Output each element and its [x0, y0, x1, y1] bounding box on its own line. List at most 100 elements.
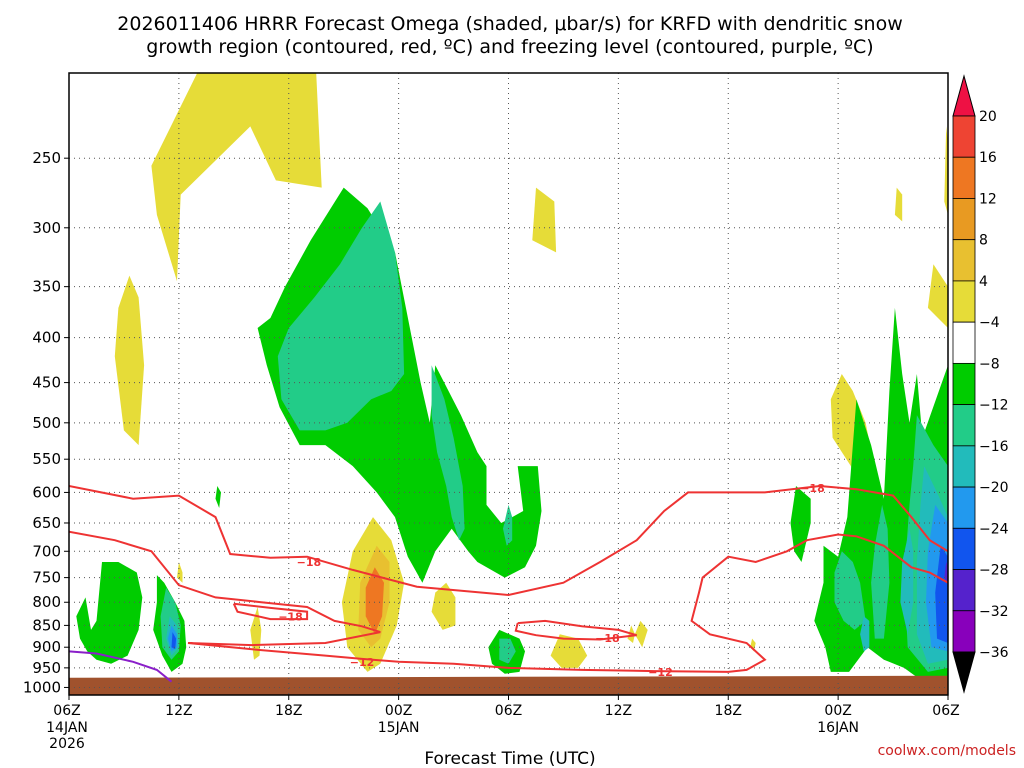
omega-region [634, 620, 648, 648]
omega-region [550, 634, 588, 668]
colorbar: 20 16 12 8 4 −4 −8 −12 −16 −20 −24 −28 −32 −36 [952, 74, 1009, 694]
contour-label: −18 [800, 482, 825, 495]
x-tick-label: 00Z [385, 703, 412, 719]
colorbar-segment [952, 321, 976, 364]
terrain-layer [69, 675, 948, 695]
colorbar-bottom-arrow [952, 651, 976, 694]
y-tick-label: 850 [32, 616, 61, 634]
contour-label: −18 [278, 610, 303, 623]
y-tick-label: 550 [32, 450, 61, 468]
omega-region [215, 486, 221, 508]
y-tick-label: 350 [32, 278, 61, 296]
y-tick-label: 950 [32, 659, 61, 677]
colorbar-segment [952, 445, 976, 488]
colorbar-segment [952, 362, 976, 406]
contour-label: −12 [350, 656, 375, 669]
omega-region [935, 545, 948, 643]
x-tick-label: 12Z [605, 703, 632, 719]
y-tick-label: 400 [32, 329, 61, 347]
x-tick-sublabel: 2026 [49, 736, 85, 752]
colorbar-label: 4 [979, 274, 988, 290]
omega-region [790, 486, 811, 562]
x-tick-label: 18Z [715, 703, 742, 719]
omega-region [894, 187, 903, 222]
chart-title-line2: growth region (contoured, red, ºC) and f… [146, 36, 873, 58]
dgz-contour-line [69, 484, 948, 597]
y-tick-label: 1000 [23, 678, 61, 696]
y-tick-label: 800 [32, 593, 61, 611]
omega-region [171, 632, 177, 650]
contour-layer [69, 484, 948, 683]
credit-text: coolwx.com/models [878, 743, 1016, 759]
omega-region [860, 616, 870, 652]
omega-region [76, 562, 143, 664]
omega-shading-layer [76, 73, 948, 680]
y-tick-label: 500 [32, 414, 61, 432]
y-tick-label: 900 [32, 638, 61, 656]
x-tick-sublabel: 16JAN [817, 720, 859, 736]
colorbar-label: −16 [979, 439, 1009, 455]
dgz-contour-line [514, 619, 637, 641]
omega-region [431, 582, 456, 630]
colorbar-label: −24 [979, 521, 1009, 537]
colorbar-label: 16 [979, 150, 997, 166]
omega-region [385, 592, 399, 612]
x-axis-label: Forecast Time (UTC) [424, 749, 595, 768]
colorbar-segment [952, 115, 976, 158]
y-tick-label: 450 [32, 374, 61, 392]
terrain-band [69, 675, 948, 695]
omega-region [499, 638, 516, 664]
colorbar-label: −4 [979, 315, 1000, 331]
y-tick-label: 700 [32, 542, 61, 560]
omega-region [151, 73, 322, 282]
omega-region [944, 562, 948, 583]
omega-region [944, 126, 948, 215]
chart-title-line1: 2026011406 HRRR Forecast Omega (shaded, … [117, 13, 902, 35]
y-tick-label: 300 [32, 219, 61, 237]
contour-label: −18 [297, 556, 322, 569]
omega-region [900, 528, 914, 635]
omega-region [365, 567, 384, 635]
x-tick-label: 06Z [495, 703, 522, 719]
colorbar-segment [952, 404, 976, 447]
colorbar-label: −12 [979, 398, 1009, 414]
colorbar-label: −36 [979, 645, 1009, 661]
colorbar-top-arrow [952, 74, 976, 117]
colorbar-label: 20 [979, 109, 997, 125]
colorbar-segment [952, 198, 976, 241]
x-tick-label: 00Z [824, 703, 851, 719]
y-axis: 250 300 350 400 450 500 550 600 650 700 750 800 850 9… [23, 149, 69, 696]
x-tick-sublabel: 15JAN [378, 720, 420, 736]
colorbar-label: −28 [979, 563, 1009, 579]
x-tick-sublabel: 14JAN [46, 720, 88, 736]
omega-region [114, 275, 145, 446]
dgz-contour-line [69, 530, 948, 673]
omega-region [927, 264, 948, 328]
colorbar-label: −32 [979, 604, 1009, 620]
colorbar-segment [952, 156, 976, 199]
y-tick-label: 600 [32, 483, 61, 501]
x-tick-label: 06Z [53, 703, 80, 719]
y-tick-label: 250 [32, 149, 61, 167]
contour-label: −18 [595, 632, 620, 645]
colorbar-label: 12 [979, 191, 997, 207]
x-tick-label: 06Z [932, 703, 959, 719]
x-tick-label: 12Z [165, 703, 192, 719]
colorbar-segment [952, 569, 976, 612]
contour-label: −12 [648, 666, 673, 679]
omega-region [250, 607, 262, 660]
omega-region [177, 562, 183, 583]
colorbar-label: −20 [979, 480, 1009, 496]
x-tick-label: 18Z [275, 703, 302, 719]
dgz-contour-line [232, 602, 309, 621]
colorbar-segment [952, 610, 976, 653]
omega-region [834, 551, 866, 630]
colorbar-segment [952, 527, 976, 570]
omega-region [431, 365, 465, 541]
contour-labels: −18 −18 −18 −18 −12 −12 [278, 482, 825, 679]
colorbar-segment [952, 280, 976, 323]
omega-region [277, 201, 405, 431]
colorbar-segment [952, 486, 976, 529]
